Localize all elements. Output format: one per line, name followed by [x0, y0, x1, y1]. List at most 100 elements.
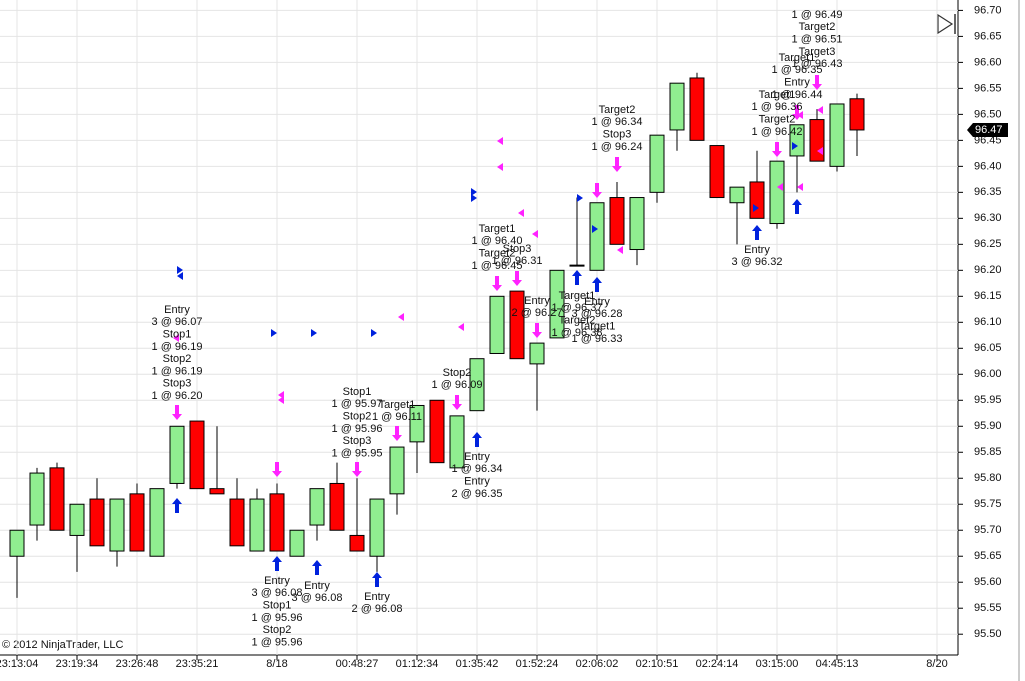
- exec-marker: [471, 194, 477, 202]
- trade-arrow: [452, 395, 462, 410]
- trade-arrow: [472, 432, 482, 447]
- exec-marker: [617, 246, 623, 254]
- annotation-line: Entry: [364, 591, 390, 603]
- x-tick-label: 8/18: [266, 658, 287, 670]
- candle-body: [69, 503, 85, 536]
- annotation-line: 2 @ 96.35: [452, 488, 503, 500]
- exec-marker: [497, 163, 503, 171]
- annotation-line: 1 @ 95.96: [252, 636, 303, 648]
- annotation-line: 1 @ 96.09: [432, 379, 483, 391]
- annotation-line: 1 @ 96.19: [152, 341, 203, 353]
- annotation-line: Stop2: [343, 411, 372, 423]
- annotation-line: 1 @ 96.37: [552, 302, 603, 314]
- annotation-line: 1 @ 96.38: [552, 327, 603, 339]
- annotation-line: Entry: [304, 580, 330, 592]
- y-tick-label: 95.95: [974, 394, 1002, 406]
- candle-body: [149, 488, 165, 557]
- candle-body: [89, 498, 105, 547]
- annotation-line: Entry: [524, 295, 550, 307]
- exec-marker: [173, 334, 179, 342]
- x-tick-label: 01:35:42: [456, 658, 499, 670]
- x-tick-label: 23:35:21: [176, 658, 219, 670]
- candle-body: [529, 342, 545, 365]
- candle-body: [509, 290, 525, 360]
- exec-marker: [817, 147, 823, 155]
- exec-marker: [797, 111, 803, 119]
- annotation-line: Stop2: [443, 367, 472, 379]
- annotation-line: Stop3: [503, 243, 532, 255]
- trade-arrow: [372, 572, 382, 587]
- annotation-line: Stop3: [603, 129, 632, 141]
- annotation-line: 1 @ 96.45: [472, 260, 523, 272]
- exec-marker: [497, 137, 503, 145]
- trade-arrow: [592, 183, 602, 198]
- trade-arrow: [532, 323, 542, 338]
- annotation-line: Entry: [264, 575, 290, 587]
- candle-body: [109, 498, 125, 552]
- exec-marker: [271, 329, 277, 337]
- annotation-line: 1 @ 96.40: [472, 235, 523, 247]
- exec-marker: [278, 396, 284, 404]
- candle-body: [709, 145, 725, 199]
- y-tick-label: 96.15: [974, 290, 1002, 302]
- trade-arrow: [172, 498, 182, 513]
- annotation-line: Entry: [464, 451, 490, 463]
- y-tick-label: 96.60: [974, 56, 1002, 68]
- annotation-line: 3 @ 96.28: [572, 308, 623, 320]
- annotation-line: Target2: [559, 315, 596, 327]
- y-tick-label: 96.65: [974, 30, 1002, 42]
- annotation-line: 1 @ 96.34: [592, 116, 643, 128]
- candle-body: [209, 488, 225, 495]
- annotation-line: Entry: [744, 244, 770, 256]
- y-tick-label: 95.80: [974, 472, 1002, 484]
- annotation-line: 3 @ 96.08: [252, 587, 303, 599]
- exec-marker: [398, 313, 404, 321]
- candle-body: [429, 399, 445, 464]
- annotation-line: Target2: [599, 104, 636, 116]
- trade-arrow: [312, 560, 322, 575]
- x-tick-label: 00:48:27: [336, 658, 379, 670]
- annotation-line: 1 @ 96.24: [592, 141, 643, 153]
- exec-marker: [753, 204, 759, 212]
- y-tick-label: 95.50: [974, 628, 1002, 640]
- y-tick-label: 96.05: [974, 342, 1002, 354]
- exec-marker: [817, 106, 823, 114]
- exec-marker: [792, 142, 798, 150]
- x-tick-label: 01:52:24: [516, 658, 559, 670]
- annotation-line: Stop1: [343, 386, 372, 398]
- trade-arrow: [752, 225, 762, 240]
- annotation-line: Target2: [759, 114, 796, 126]
- annotation-line: Entry: [164, 304, 190, 316]
- annotation-line: Stop2: [263, 624, 292, 636]
- annotation-line: Target2: [799, 21, 836, 33]
- copyright: © 2012 NinjaTrader, LLC: [2, 639, 123, 651]
- exec-marker: [518, 209, 524, 217]
- annotation-line: Target2: [479, 248, 516, 260]
- y-tick-label: 95.55: [974, 602, 1002, 614]
- candle-body: [589, 202, 605, 271]
- annotation-line: 2 @ 96.27: [512, 307, 563, 319]
- annotation-line: 1 @ 96.33: [572, 333, 623, 345]
- y-tick-label: 95.70: [974, 524, 1002, 536]
- x-tick-label: 02:24:14: [696, 658, 739, 670]
- y-tick-label: 95.75: [974, 498, 1002, 510]
- candle-body: [489, 295, 505, 354]
- annotation-line: 1 @ 96.43: [792, 58, 843, 70]
- candle-body: [469, 358, 485, 412]
- candle-body: [549, 269, 565, 339]
- candle-body: [409, 404, 425, 443]
- trade-arrow: [272, 556, 282, 571]
- annotation-line: 1 @ 96.20: [152, 390, 203, 402]
- y-tick-label: 95.65: [974, 550, 1002, 562]
- candle-body: [369, 498, 385, 557]
- annotation-line: Entry: [784, 77, 810, 89]
- y-tick-label: 95.85: [974, 446, 1002, 458]
- candle-body: [329, 482, 345, 531]
- scroll-end-icon[interactable]: [937, 13, 956, 35]
- play-icon[interactable]: [937, 13, 954, 35]
- annotation-line: 1 @ 96.34: [452, 463, 503, 475]
- candle-body: [129, 493, 145, 552]
- annotation-line: 1 @ 96.31: [492, 255, 543, 267]
- annotation-line: Target1: [379, 399, 416, 411]
